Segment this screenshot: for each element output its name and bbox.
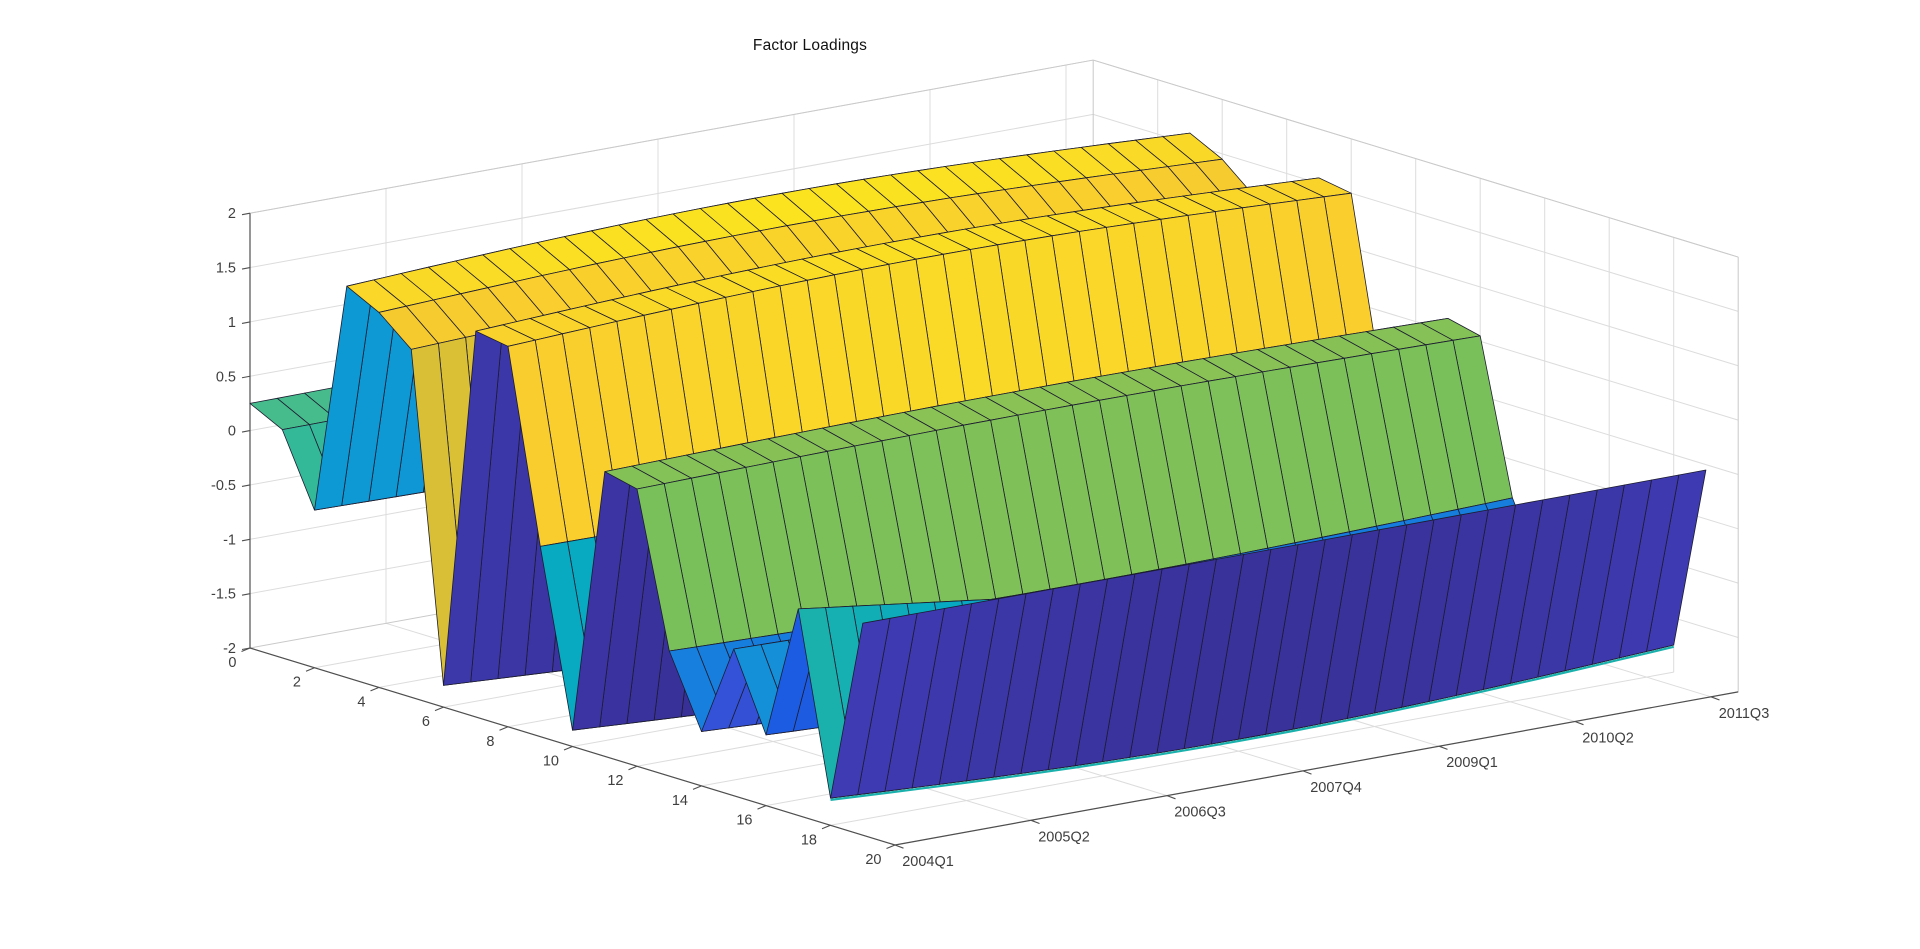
- ribbon-bottom-accent: [830, 645, 1674, 801]
- z-tick: [241, 593, 251, 596]
- factor-gridline: [830, 671, 1674, 826]
- box-edge: [249, 59, 1094, 214]
- factor-tick: [692, 785, 702, 790]
- time-tick-label: 2011Q3: [1719, 706, 1770, 722]
- z-tick: [241, 267, 251, 270]
- axes: [241, 212, 1739, 850]
- factor-tick: [305, 667, 315, 672]
- time-tick-label: 2005Q2: [1038, 829, 1090, 845]
- factor-tick: [628, 765, 638, 771]
- box-edge: [1093, 59, 1739, 258]
- z-tick-label: -1: [223, 532, 236, 548]
- time-tick: [1710, 696, 1720, 701]
- time-tick-label: 2010Q2: [1582, 731, 1634, 747]
- factor-tick: [241, 647, 251, 653]
- time-tick-label: 2009Q1: [1446, 755, 1498, 771]
- z-tick-label: 2: [228, 206, 236, 222]
- time-tick: [1166, 795, 1176, 800]
- z-tick-label: 0.5: [216, 369, 236, 385]
- factor-tick: [757, 805, 767, 810]
- time-tick-label: 2004Q1: [902, 854, 954, 870]
- z-tick-label: 1: [228, 315, 236, 331]
- z-tick: [241, 375, 251, 379]
- factor-tick-label: 4: [357, 694, 365, 710]
- factor-tick-label: 2: [293, 675, 301, 691]
- factor-tick: [563, 745, 573, 751]
- surface-mesh: [249, 132, 1707, 799]
- factor-tick-label: 20: [865, 852, 881, 868]
- factor-tick: [499, 726, 509, 731]
- time-tick: [1302, 770, 1312, 775]
- factor-tick: [370, 686, 380, 692]
- factor-tick: [434, 706, 444, 712]
- time-axis: [894, 691, 1739, 846]
- factor-tick: [886, 844, 896, 850]
- factor-tick-label: 12: [607, 773, 623, 789]
- z-tick-label: 0: [228, 424, 236, 440]
- factor-tick-label: 14: [672, 793, 688, 809]
- z-tick: [241, 321, 251, 324]
- z-tick: [241, 484, 251, 487]
- time-tick-label: 2007Q4: [1310, 780, 1362, 796]
- time-tick: [894, 844, 904, 849]
- time-tick: [1030, 819, 1040, 825]
- time-tick-label: 2006Q3: [1174, 805, 1226, 821]
- z-tick-label: -0.5: [211, 478, 236, 494]
- factor-tick-label: 6: [422, 714, 430, 730]
- chart-title: Factor Loadings: [752, 37, 868, 54]
- time-tick: [1574, 720, 1584, 726]
- z-tick-label: -2: [223, 641, 236, 657]
- z-gridline: [249, 113, 1094, 269]
- front-edge-accent: [830, 645, 1674, 801]
- z-tick-label: -1.5: [211, 587, 236, 603]
- factor-tick-label: 16: [736, 813, 752, 829]
- factor-tick-label: 8: [486, 734, 494, 750]
- z-tick: [241, 212, 251, 216]
- time-tick: [1438, 745, 1448, 750]
- z-tick: [241, 430, 251, 433]
- factor-tick-label: 0: [228, 655, 236, 671]
- z-tick: [241, 538, 251, 542]
- surface-quad: [830, 617, 891, 799]
- factor-tick: [821, 824, 831, 830]
- factor-tick-label: 10: [543, 754, 559, 770]
- z-tick-label: 1.5: [216, 261, 236, 277]
- factor-tick-label: 18: [801, 832, 817, 848]
